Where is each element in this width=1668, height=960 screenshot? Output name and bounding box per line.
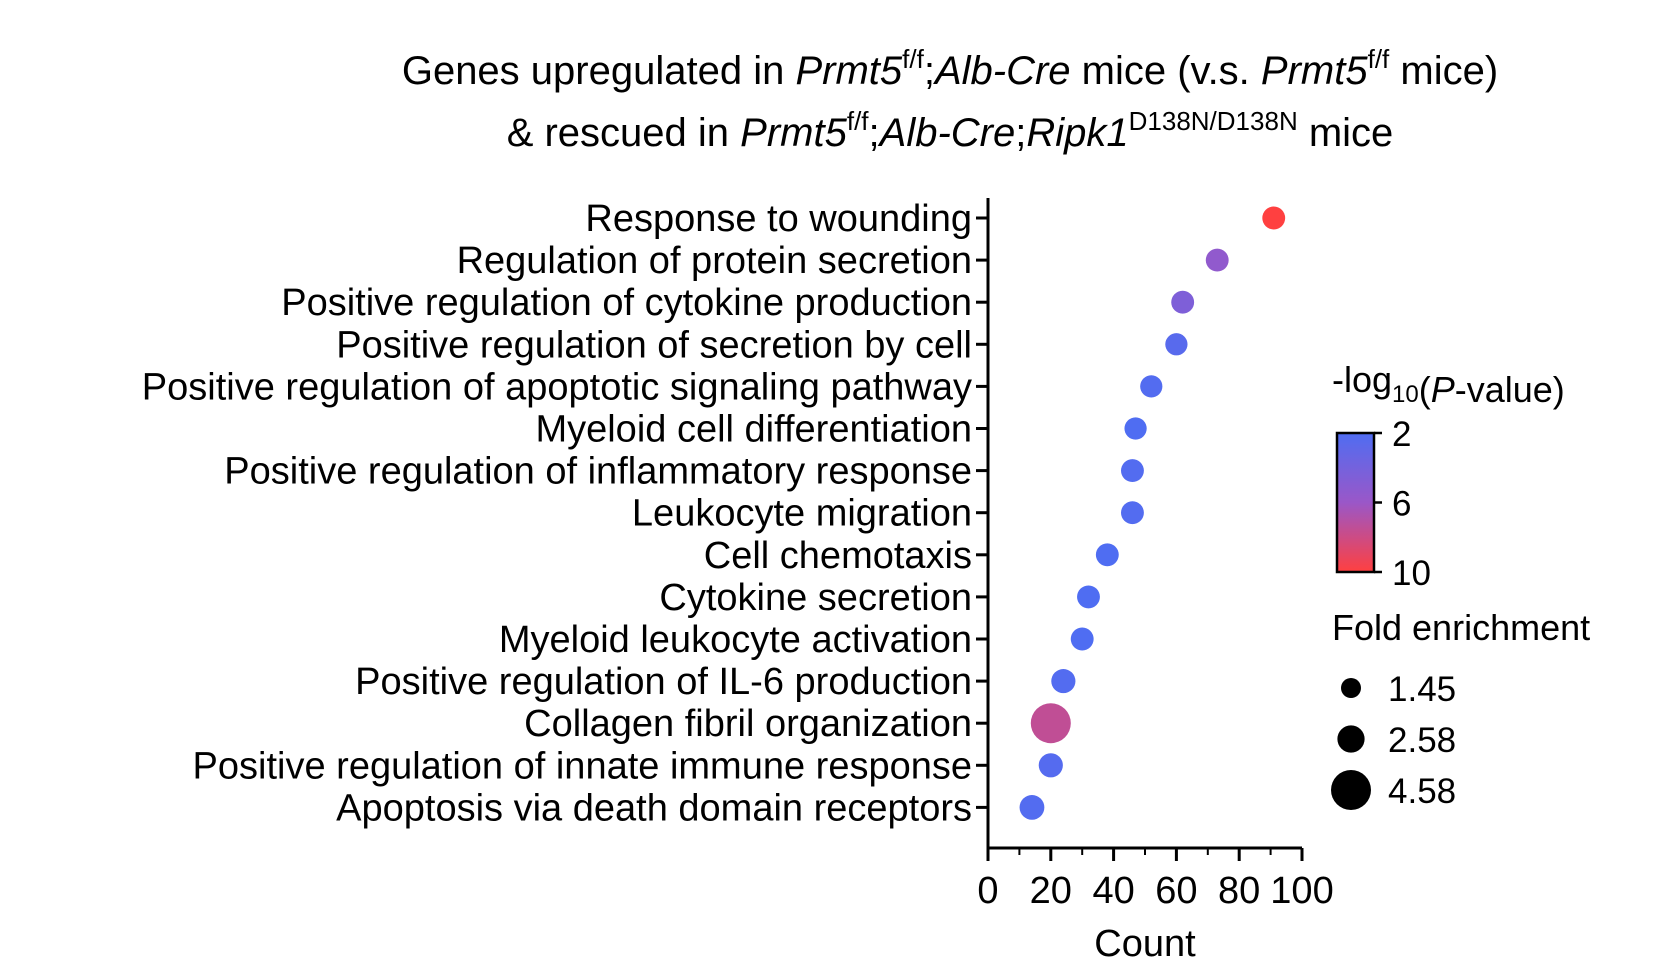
colorbar-title-part: -value): [1455, 369, 1565, 410]
category-label: Collagen fibril organization: [524, 703, 972, 745]
title-line-1-part: ;: [923, 49, 935, 93]
title-line-1-part: Prmt5: [1260, 49, 1368, 93]
axes: 0 20 40 60 80 100 Count: [976, 198, 1334, 960]
title-line-2-part: ;: [1015, 111, 1027, 155]
data-point: [1140, 375, 1163, 398]
title-line-2-part: Ripk1: [1026, 111, 1129, 155]
title-line-2-part: mice: [1297, 111, 1394, 155]
colorbar-tick-label: 10: [1392, 554, 1431, 593]
data-point: [1124, 417, 1147, 440]
data-point: [1262, 206, 1286, 230]
category-label: Regulation of protein secretion: [457, 240, 972, 282]
chart-title-line-1: Genes upregulated in Prmt5f/f;Alb-Cre mi…: [300, 40, 1600, 102]
colorbar-title-part: 10: [1392, 381, 1419, 408]
category-label: Myeloid cell differentiation: [535, 409, 972, 451]
title-line-1-part: Prmt5: [795, 49, 903, 93]
category-label: Cytokine secretion: [659, 577, 972, 619]
colorbar-tick-label: 2: [1392, 415, 1411, 454]
title-line-1-part: Genes upregulated in: [401, 49, 796, 93]
title-line-2-part: Prmt5: [740, 111, 847, 155]
title-line-2-part: Alb-Cre: [879, 111, 1016, 155]
data-point: [1121, 459, 1144, 483]
x-tick-label: 80: [1218, 870, 1260, 912]
x-tick-label: 0: [977, 870, 998, 912]
category-label: Positive regulation of inflammatory resp…: [224, 451, 972, 493]
x-tick-label: 60: [1155, 870, 1197, 912]
size-legend-label: 1.45: [1388, 670, 1456, 709]
category-label: Myeloid leukocyte activation: [499, 619, 972, 661]
data-point: [1030, 703, 1071, 744]
category-label: Apoptosis via death domain receptors: [336, 787, 972, 829]
chart-title-line-2: & rescued in Prmt5f/f;Alb-Cre;Ripk1D138N…: [300, 102, 1600, 164]
size-legend-marker: [1341, 678, 1361, 698]
size-legend-label: 2.58: [1388, 721, 1456, 760]
colorbar-title-part: (: [1419, 369, 1431, 410]
category-label: Positive regulation of innate immune res…: [193, 745, 972, 787]
colorbar-tick-label: 6: [1392, 485, 1411, 524]
category-label: Positive regulation of cytokine producti…: [281, 282, 972, 324]
size-legend-title: Fold enrichment: [1332, 607, 1590, 648]
category-label: Response to wounding: [585, 198, 972, 240]
chart-title: Genes upregulated in Prmt5f/f;Alb-Cre mi…: [300, 40, 1600, 164]
data-point: [1077, 585, 1100, 609]
size-legend-marker: [1337, 725, 1365, 753]
colorbar: [1335, 431, 1376, 574]
colorbar-title: -log10(P-value): [1332, 359, 1565, 410]
x-axis-title: Count: [1094, 923, 1196, 960]
category-label: Leukocyte migration: [632, 493, 972, 535]
data-points: [1019, 206, 1286, 820]
title-line-1-part: mice): [1389, 49, 1499, 93]
title-line-2-part: f/f: [846, 106, 869, 136]
data-point: [1171, 290, 1195, 314]
title-line-1-part: f/f: [1367, 44, 1390, 74]
x-tick-label: 40: [1092, 870, 1134, 912]
title-line-1-part: mice (v.s.: [1070, 49, 1261, 93]
title-line-2-part: & rescued in: [506, 111, 741, 155]
category-label: Positive regulation of IL-6 production: [355, 661, 972, 703]
colorbar-title-part: P: [1431, 369, 1455, 410]
size-legend-label: 4.58: [1388, 772, 1456, 811]
data-point: [1165, 333, 1188, 356]
category-label: Cell chemotaxis: [704, 535, 972, 577]
category-label: Positive regulation of secretion by cell: [336, 324, 972, 366]
data-point: [1205, 248, 1229, 272]
data-point: [1019, 795, 1045, 820]
data-point: [1051, 669, 1076, 694]
colorbar-title-part: -log: [1332, 359, 1392, 400]
title-line-2-part: D138N/D138N: [1128, 106, 1298, 136]
category-label: Positive regulation of apoptotic signali…: [142, 366, 972, 408]
data-point: [1121, 501, 1144, 525]
data-point: [1038, 753, 1063, 778]
title-line-1-part: f/f: [902, 44, 924, 74]
size-legend-marker: [1331, 770, 1371, 810]
x-tick-label: 100: [1270, 870, 1333, 912]
x-tick-label: 20: [1030, 870, 1072, 912]
title-line-1-part: Alb-Cre: [934, 49, 1071, 93]
data-point: [1070, 627, 1094, 651]
title-line-2-part: ;: [868, 111, 880, 155]
data-point: [1095, 543, 1119, 567]
